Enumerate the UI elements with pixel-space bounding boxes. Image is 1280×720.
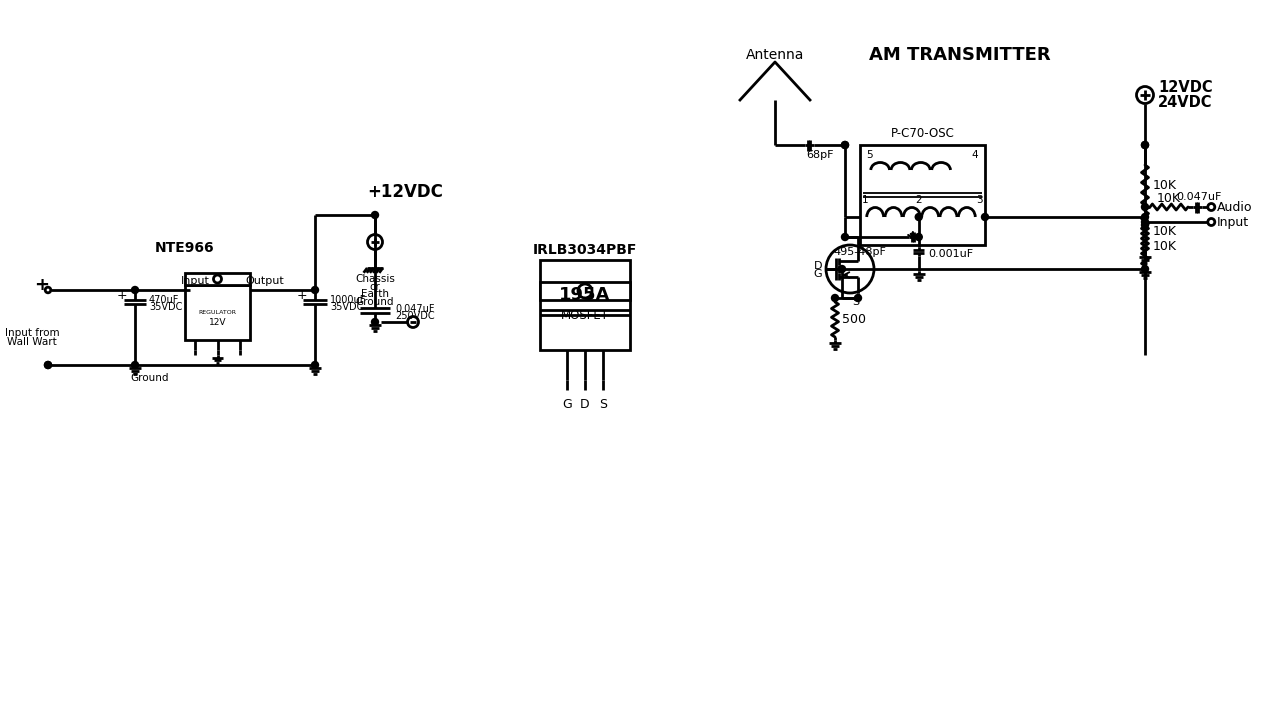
Circle shape (132, 287, 138, 294)
Text: Antenna: Antenna (746, 48, 804, 62)
Text: MOSFET: MOSFET (561, 308, 609, 322)
Text: 495-48pF: 495-48pF (833, 247, 887, 257)
Text: 12V: 12V (209, 318, 227, 326)
Circle shape (1142, 204, 1148, 210)
Text: Ground: Ground (356, 297, 394, 307)
Circle shape (1142, 142, 1148, 148)
Circle shape (371, 318, 379, 325)
Text: 4: 4 (972, 150, 978, 160)
Text: Audio: Audio (1217, 200, 1252, 214)
Text: G: G (562, 398, 572, 411)
Circle shape (832, 294, 838, 302)
Text: 24VDC: 24VDC (1158, 94, 1212, 109)
Text: 5: 5 (867, 150, 873, 160)
Text: P-C70-OSC: P-C70-OSC (891, 127, 955, 140)
Text: IRLB3034PBF: IRLB3034PBF (532, 243, 637, 257)
Text: REGULATOR: REGULATOR (198, 310, 237, 315)
Text: D: D (814, 261, 822, 271)
Text: Output: Output (246, 276, 284, 286)
Circle shape (1142, 214, 1148, 220)
Bar (186, 273, 250, 285)
Bar (540, 260, 630, 350)
Text: Input from: Input from (5, 328, 59, 338)
Circle shape (841, 142, 849, 148)
Text: 10K: 10K (1153, 179, 1178, 192)
Text: 12VDC: 12VDC (1158, 79, 1212, 94)
Text: 10K: 10K (1153, 225, 1178, 238)
Circle shape (982, 214, 988, 220)
Text: 3: 3 (977, 195, 983, 205)
Circle shape (1142, 218, 1148, 225)
Circle shape (1142, 142, 1148, 148)
Text: 0.047uF: 0.047uF (396, 304, 434, 314)
Text: 0.047uF: 0.047uF (1176, 192, 1221, 202)
Text: 250VDC: 250VDC (396, 310, 435, 320)
Text: +12VDC: +12VDC (367, 183, 443, 201)
Circle shape (132, 361, 138, 369)
Circle shape (311, 361, 319, 369)
Text: Wall Wart: Wall Wart (8, 337, 56, 347)
Circle shape (855, 294, 861, 302)
Text: Ground: Ground (131, 373, 169, 383)
Bar (860, 145, 986, 245)
Bar (540, 282, 630, 300)
Circle shape (841, 142, 849, 148)
Text: Input: Input (1217, 215, 1249, 228)
Text: S: S (599, 398, 607, 411)
Text: Earth: Earth (361, 289, 389, 299)
Circle shape (371, 212, 379, 218)
Text: G: G (813, 269, 822, 279)
Text: 10K: 10K (1157, 192, 1181, 204)
Text: 500: 500 (842, 313, 867, 326)
Text: +: + (35, 276, 50, 294)
Circle shape (841, 233, 849, 240)
Circle shape (838, 266, 846, 272)
Bar (186, 285, 250, 340)
Text: 35VDC: 35VDC (330, 302, 364, 312)
Text: 10K: 10K (1153, 240, 1178, 253)
Text: 0.001uF: 0.001uF (929, 249, 974, 259)
Text: 195A: 195A (559, 286, 611, 304)
Text: 1: 1 (861, 195, 869, 205)
Text: D: D (580, 398, 590, 411)
Text: or: or (370, 282, 380, 292)
Circle shape (915, 233, 923, 240)
Text: +: + (297, 289, 307, 302)
Text: 1000uF: 1000uF (330, 295, 366, 305)
Text: +: + (116, 289, 127, 302)
Circle shape (1142, 266, 1148, 272)
Text: AM TRANSMITTER: AM TRANSMITTER (869, 46, 1051, 64)
Text: 470uF: 470uF (148, 295, 179, 305)
Text: Input: Input (180, 276, 210, 286)
Text: NTE966: NTE966 (155, 241, 215, 255)
Circle shape (915, 214, 923, 220)
Circle shape (311, 287, 319, 294)
Text: 68pF: 68pF (806, 150, 833, 160)
Text: S: S (852, 297, 860, 307)
Circle shape (45, 361, 51, 369)
Text: 2: 2 (915, 195, 922, 205)
Text: Chassis: Chassis (355, 274, 396, 284)
Text: 35VDC: 35VDC (148, 302, 182, 312)
Circle shape (1142, 222, 1148, 228)
